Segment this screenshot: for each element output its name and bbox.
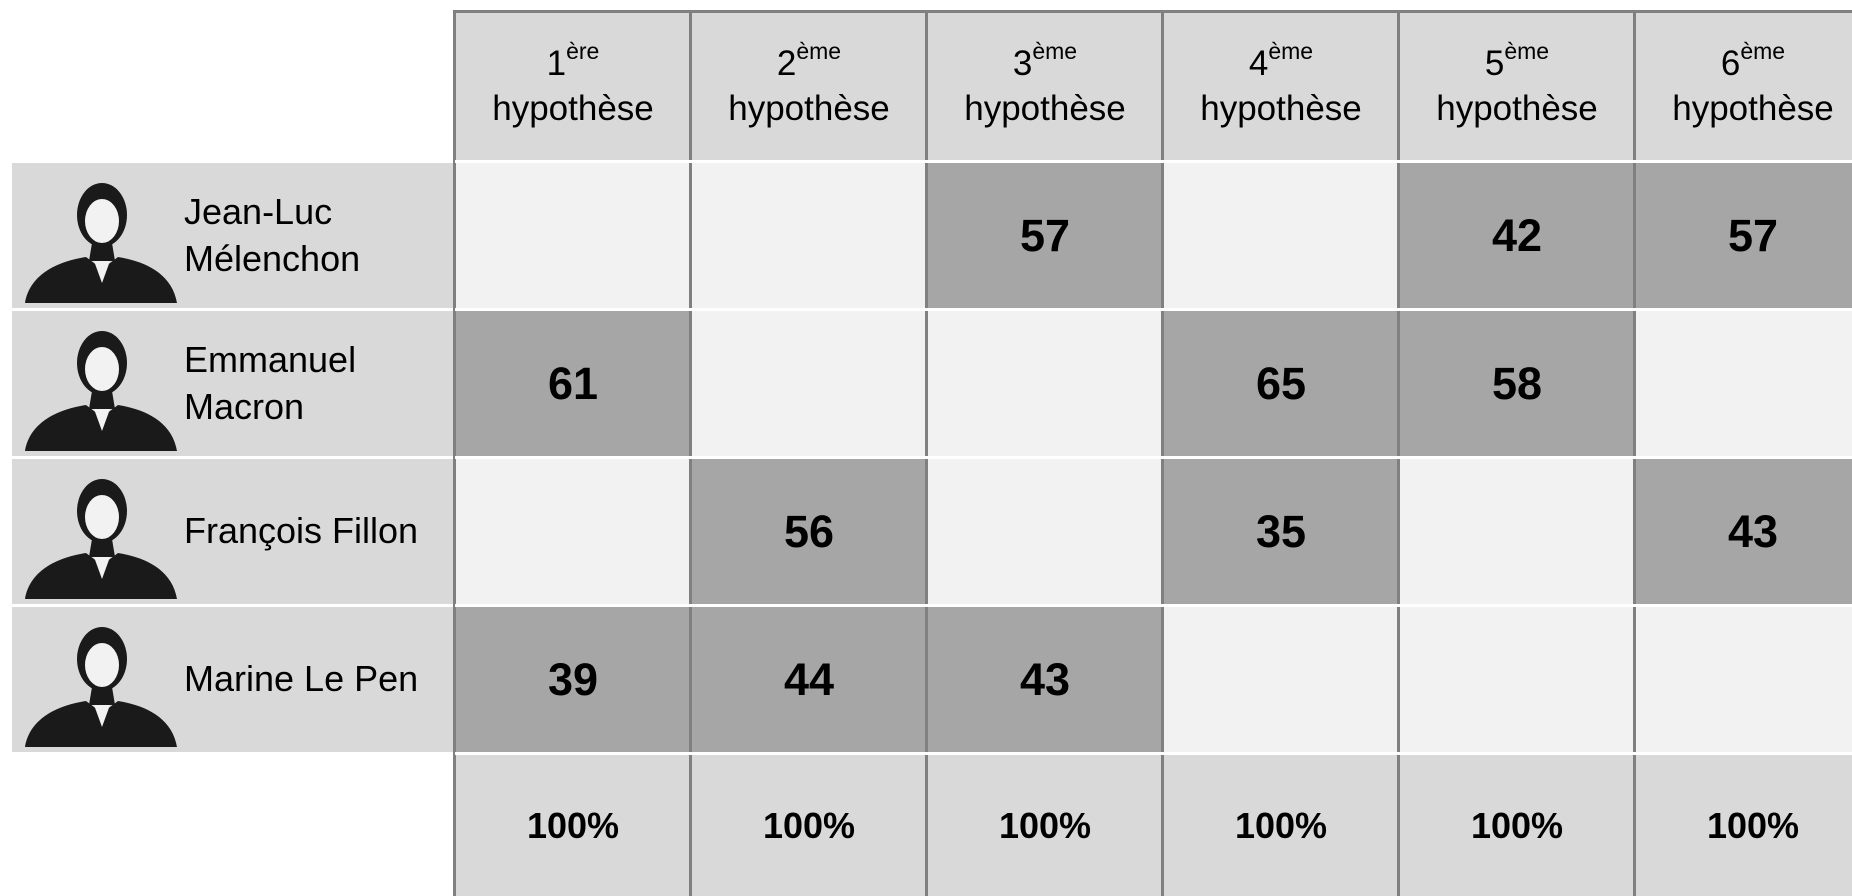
header-number: 5 [1484, 43, 1505, 83]
row-separator [455, 308, 1852, 311]
candidate-name: Emmanuel Macron [184, 337, 356, 431]
row-separator [455, 752, 1852, 755]
column-header: 4ème hypothèse [1163, 12, 1399, 160]
score-cell: 57 [1635, 163, 1852, 308]
header-ordinal: 2ème [776, 37, 842, 87]
column-header: 3ème hypothèse [927, 12, 1163, 160]
header-suffix: ème [1740, 37, 1786, 64]
column-header: 5ème hypothèse [1399, 12, 1635, 160]
name-line: Jean-Luc [184, 190, 333, 232]
column-separator [1633, 12, 1636, 896]
total-cell: 100% [1399, 755, 1635, 896]
column-separator [453, 12, 456, 896]
column-separator [1397, 12, 1400, 896]
candidate-name: Jean-Luc Mélenchon [184, 189, 360, 283]
score-cell: 39 [455, 607, 691, 752]
score-cell [927, 311, 1163, 456]
score-cell [1635, 607, 1852, 752]
column-header: 1ère hypothèse [455, 12, 691, 160]
column-separator [1161, 12, 1164, 896]
total-cell: 100% [1163, 755, 1399, 896]
score-cell [691, 311, 927, 456]
score-cell [455, 459, 691, 604]
column-separator [925, 12, 928, 896]
header-ordinal: 3ème [1012, 37, 1078, 87]
name-line: François Fillon [184, 510, 419, 552]
header-number: 4 [1248, 43, 1269, 83]
row-separator [455, 160, 1852, 163]
score-cell: 43 [927, 607, 1163, 752]
top-border [453, 10, 1852, 13]
score-cell: 35 [1163, 459, 1399, 604]
row-separator [455, 604, 1852, 607]
score-cell [1163, 163, 1399, 308]
header-word: hypothèse [1200, 89, 1362, 128]
score-cell: 57 [927, 163, 1163, 308]
header-suffix: ème [1032, 37, 1078, 64]
header-word: hypothèse [1672, 89, 1834, 128]
header-ordinal: 5ème [1484, 37, 1550, 87]
header-word: hypothèse [492, 89, 654, 128]
header-number: 6 [1720, 43, 1741, 83]
score-cell [927, 459, 1163, 604]
header-ordinal: 6ème [1720, 37, 1786, 87]
score-cell [1399, 459, 1635, 604]
column-separator [689, 12, 692, 896]
header-suffix: ère [566, 37, 600, 64]
score-cell: 61 [455, 311, 691, 456]
header-word: hypothèse [728, 89, 890, 128]
portrait [25, 331, 177, 451]
candidate-name: Marine Le Pen [184, 656, 418, 703]
total-cell: 100% [927, 755, 1163, 896]
total-cell: 100% [455, 755, 691, 896]
header-word: hypothèse [1436, 89, 1598, 128]
portrait [25, 627, 177, 747]
name-line: Marine Le Pen [184, 658, 419, 700]
score-cell: 42 [1399, 163, 1635, 308]
score-cell [1399, 607, 1635, 752]
header-number: 2 [776, 43, 797, 83]
score-cell: 58 [1399, 311, 1635, 456]
portrait [25, 183, 177, 303]
total-cell: 100% [691, 755, 927, 896]
header-number: 1 [546, 43, 567, 83]
score-cell [455, 163, 691, 308]
score-cell: 44 [691, 607, 927, 752]
total-cell: 100% [1635, 755, 1852, 896]
score-cell [1635, 311, 1852, 456]
header-ordinal: 1ère [546, 37, 600, 87]
name-line: Mélenchon [184, 237, 361, 279]
row-separator [455, 456, 1852, 459]
header-suffix: ème [1504, 37, 1550, 64]
score-cell: 56 [691, 459, 927, 604]
candidate-name: François Fillon [184, 508, 418, 555]
column-header: 6ème hypothèse [1635, 12, 1852, 160]
header-number: 3 [1012, 43, 1033, 83]
portrait [25, 479, 177, 599]
score-cell [691, 163, 927, 308]
score-cell: 43 [1635, 459, 1852, 604]
score-cell: 65 [1163, 311, 1399, 456]
score-cell [1163, 607, 1399, 752]
header-ordinal: 4ème [1248, 37, 1314, 87]
name-line: Macron [184, 385, 305, 427]
header-suffix: ème [796, 37, 842, 64]
name-line: Emmanuel [184, 338, 357, 380]
header-suffix: ème [1268, 37, 1314, 64]
header-word: hypothèse [964, 89, 1126, 128]
column-header: 2ème hypothèse [691, 12, 927, 160]
